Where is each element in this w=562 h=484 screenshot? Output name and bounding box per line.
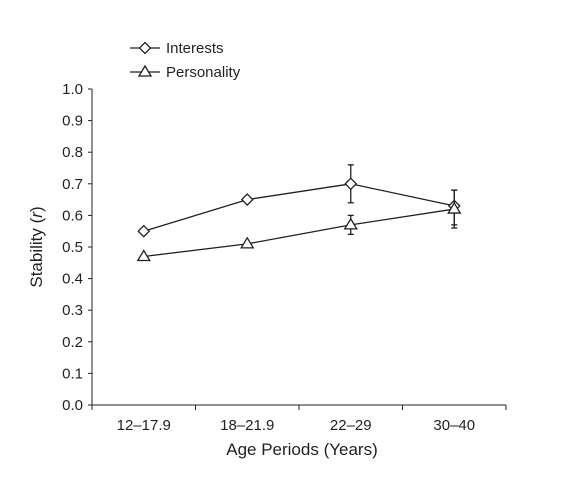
y-tick-label: 0.6 <box>62 207 83 224</box>
legend-item-personality: Personality <box>130 64 241 81</box>
interests-line <box>143 183 455 232</box>
y-tick-label: 1.0 <box>62 81 83 98</box>
y-tick-label: 0.4 <box>62 271 83 288</box>
tick-labels: 0.0 0.1 0.2 0.3 0.4 0.5 0.6 0.7 0.8 0.9 1.0 12–17.9… <box>62 81 475 434</box>
y-tick-label: 0.3 <box>62 302 83 319</box>
interests-point <box>240 193 254 207</box>
legend-marker-interests <box>138 41 152 55</box>
x-axis-label: Age Periods (Years) <box>226 440 378 459</box>
personality-line <box>143 208 455 258</box>
x-tick-label: 18–21.9 <box>220 417 274 434</box>
y-tick-label: 0.5 <box>62 239 83 256</box>
y-axis-label-suffix: ) <box>27 206 46 212</box>
personality-point <box>447 201 462 214</box>
y-tick-label: 0.9 <box>62 113 83 130</box>
y-tick-label: 0.1 <box>62 365 83 382</box>
y-axis-label: Stability (r) <box>27 206 46 287</box>
axes <box>88 88 507 410</box>
y-axis-label-prefix: Stability ( <box>27 217 46 287</box>
legend-item-interests: Interests <box>130 40 224 57</box>
x-tick-label: 30–40 <box>433 417 475 434</box>
y-tick-label: 0.2 <box>62 334 83 351</box>
interests-point <box>344 177 358 191</box>
legend-label-personality: Personality <box>166 64 241 81</box>
series-group <box>136 164 462 262</box>
y-axis-label-variable: r <box>27 211 46 218</box>
interests-point <box>137 224 151 238</box>
y-tick-label: 0.8 <box>62 144 83 161</box>
x-tick-label: 22–29 <box>330 417 372 434</box>
x-tick-label: 12–17.9 <box>117 417 171 434</box>
y-tick-label: 0.7 <box>62 176 83 193</box>
interests-series <box>137 164 461 238</box>
personality-point <box>240 236 255 249</box>
legend: Interests Personality <box>130 40 241 81</box>
legend-label-interests: Interests <box>166 40 224 57</box>
legend-marker-personality <box>137 64 153 77</box>
personality-point <box>343 217 358 230</box>
y-tick-label: 0.0 <box>62 397 83 414</box>
personality-series <box>136 189 462 262</box>
personality-point <box>136 249 151 262</box>
